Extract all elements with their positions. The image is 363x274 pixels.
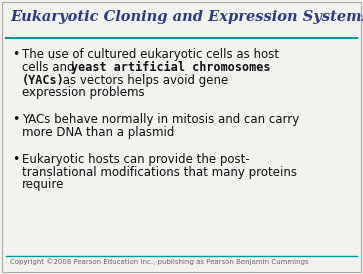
Text: Copyright ©2008 Pearson Education Inc., publishing as Pearson Benjamin Cummings: Copyright ©2008 Pearson Education Inc., … — [10, 259, 309, 265]
Text: more DNA than a plasmid: more DNA than a plasmid — [22, 126, 174, 139]
Text: expression problems: expression problems — [22, 86, 144, 99]
Text: YACs behave normally in mitosis and can carry: YACs behave normally in mitosis and can … — [22, 113, 299, 126]
Text: The use of cultured eukaryotic cells as host: The use of cultured eukaryotic cells as … — [22, 48, 279, 61]
Text: cells and: cells and — [22, 61, 78, 74]
Text: yeast artificial chromosomes: yeast artificial chromosomes — [71, 61, 271, 74]
Text: Eukaryotic hosts can provide the post-: Eukaryotic hosts can provide the post- — [22, 153, 250, 166]
Text: (YACs): (YACs) — [22, 74, 65, 87]
Text: Eukaryotic Cloning and Expression Systems: Eukaryotic Cloning and Expression System… — [10, 10, 363, 24]
Text: require: require — [22, 178, 64, 192]
Text: as vectors helps avoid gene: as vectors helps avoid gene — [59, 74, 228, 87]
Text: translational modifications that many proteins: translational modifications that many pr… — [22, 165, 297, 179]
Text: •: • — [12, 113, 19, 126]
Text: •: • — [12, 48, 19, 61]
Text: •: • — [12, 153, 19, 166]
